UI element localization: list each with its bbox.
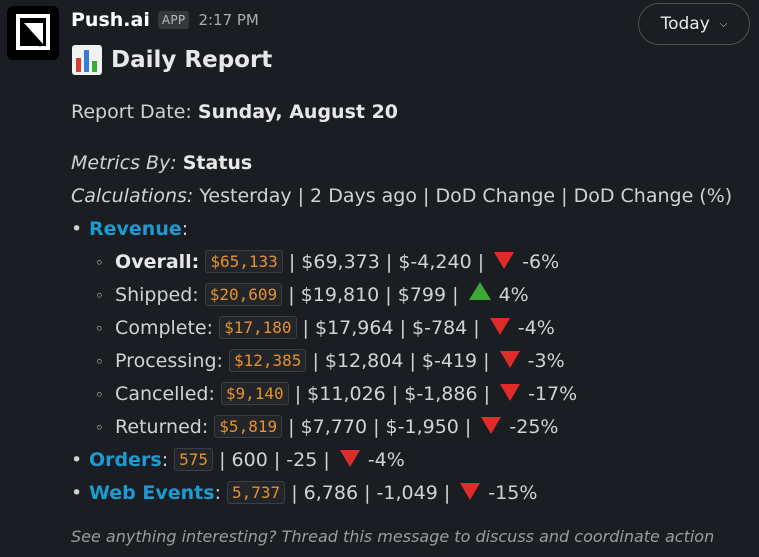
row-values: | $19,810 | $799 | <box>288 284 459 306</box>
row-pct-change: -4% <box>517 317 555 339</box>
revenue-row-processing: ◦ Processing: $12,385 | $12,804 | $-419 … <box>95 348 565 375</box>
report-date-value: Sunday, August 20 <box>197 101 399 123</box>
revenue-row-overall: ◦ Overall: $65,133 | $69,373 | $-4,240 |… <box>95 249 559 276</box>
date-filter-button[interactable]: Today ⌵ <box>638 3 750 45</box>
sub-bullet-icon: ◦ <box>95 320 104 338</box>
green-triangle-up-icon <box>468 282 491 300</box>
row-label: Shipped: <box>115 284 199 306</box>
web-events-values: | 6,786 | -1,049 | <box>291 482 451 504</box>
row-label: Processing: <box>115 350 223 372</box>
row-pct-change: -3% <box>527 350 565 372</box>
message-timestamp[interactable]: 2:17 PM <box>198 11 259 29</box>
sub-bullet-icon: ◦ <box>95 419 104 437</box>
sub-bullet-icon: ◦ <box>95 287 104 305</box>
footer-note: See anything interesting? Thread this me… <box>71 527 715 546</box>
red-triangle-down-icon <box>489 318 510 335</box>
colon: : <box>161 449 169 471</box>
row-label: Complete: <box>115 317 214 339</box>
row-pct-change: -25% <box>509 416 559 438</box>
revenue-link[interactable]: Revenue <box>89 218 182 240</box>
calculations-label: Calculations: <box>71 185 194 207</box>
red-triangle-down-icon <box>339 450 360 467</box>
red-triangle-down-icon <box>460 483 481 500</box>
app-name[interactable]: Push.ai <box>71 9 150 31</box>
row-label: Cancelled: <box>115 383 215 405</box>
bullet-icon: • <box>71 449 83 471</box>
web-events-pct-change: -15% <box>488 482 538 504</box>
row-current-value: $65,133 <box>205 250 283 273</box>
chevron-down-icon: ⌵ <box>719 18 728 30</box>
date-filter-label: Today <box>660 14 710 34</box>
red-triangle-down-icon <box>481 417 502 434</box>
report-date-label: Report Date: <box>71 101 192 123</box>
row-values: | $17,964 | $-784 | <box>302 317 480 339</box>
app-badge: APP <box>157 11 190 29</box>
bullet-icon: • <box>71 482 83 504</box>
report-title-row: Daily Report <box>71 44 272 76</box>
row-current-value: $9,140 <box>220 382 289 405</box>
colon: : <box>214 482 221 504</box>
bullet-icon: • <box>71 218 83 240</box>
red-triangle-down-icon <box>500 384 521 401</box>
orders-link[interactable]: Orders <box>89 449 162 471</box>
row-current-value: $12,385 <box>228 349 307 372</box>
row-values: | $12,804 | $-419 | <box>312 350 490 372</box>
web-events-item: • Web Events: 5,737 | 6,786 | -1,049 | -1… <box>71 480 537 507</box>
row-values: | $7,770 | $-1,950 | <box>288 416 472 438</box>
calculations-value: Yesterday | 2 Days ago | DoD Change | Do… <box>199 185 733 207</box>
revenue-item: • Revenue: <box>71 216 188 242</box>
red-triangle-down-icon <box>494 252 515 269</box>
red-triangle-down-icon <box>499 351 520 368</box>
bar-chart-icon <box>72 45 102 75</box>
message-header: Push.ai APP 2:17 PM <box>71 7 259 33</box>
row-pct-change: 4% <box>498 284 529 306</box>
colon: : <box>181 218 189 240</box>
row-pct-change: -6% <box>522 251 560 273</box>
calculations-line: Calculations: Yesterday | 2 Days ago | D… <box>71 183 732 209</box>
row-label: Returned: <box>115 416 209 438</box>
row-values: | $69,373 | $-4,240 | <box>288 251 485 273</box>
metrics-by-label: Metrics By: <box>71 152 177 174</box>
orders-values: | 600 | -25 | <box>219 449 330 471</box>
row-current-value: $5,819 <box>214 415 283 438</box>
row-values: | $11,026 | $-1,886 | <box>294 383 491 405</box>
sub-bullet-icon: ◦ <box>95 386 104 404</box>
revenue-row-returned: ◦ Returned: $5,819 | $7,770 | $-1,950 | … <box>95 414 558 441</box>
sub-bullet-icon: ◦ <box>95 353 104 371</box>
metrics-by-value: Status <box>182 152 253 174</box>
orders-item: • Orders: 575 | 600 | -25 | -4% <box>71 447 405 474</box>
sub-bullet-icon: ◦ <box>95 254 104 272</box>
row-current-value: $20,609 <box>204 283 283 306</box>
report-title: Daily Report <box>111 47 273 73</box>
row-label: Overall: <box>115 251 200 273</box>
revenue-row-shipped: ◦ Shipped: $20,609 | $19,810 | $799 | 4% <box>95 282 529 309</box>
web-events-link[interactable]: Web Events <box>89 482 215 504</box>
report-date-line: Report Date: Sunday, August 20 <box>71 99 398 125</box>
row-pct-change: -17% <box>528 383 578 405</box>
app-avatar[interactable] <box>7 6 59 60</box>
orders-pct-change: -4% <box>367 449 405 471</box>
row-current-value: $17,180 <box>219 316 297 339</box>
push-logo-icon <box>16 14 50 50</box>
revenue-row-complete: ◦ Complete: $17,180 | $17,964 | $-784 | … <box>95 315 555 342</box>
web-events-current-value: 5,737 <box>227 481 286 504</box>
orders-current-value: 575 <box>174 448 214 471</box>
revenue-row-cancelled: ◦ Cancelled: $9,140 | $11,026 | $-1,886 … <box>95 381 577 408</box>
metrics-by-line: Metrics By: Status <box>71 150 252 176</box>
